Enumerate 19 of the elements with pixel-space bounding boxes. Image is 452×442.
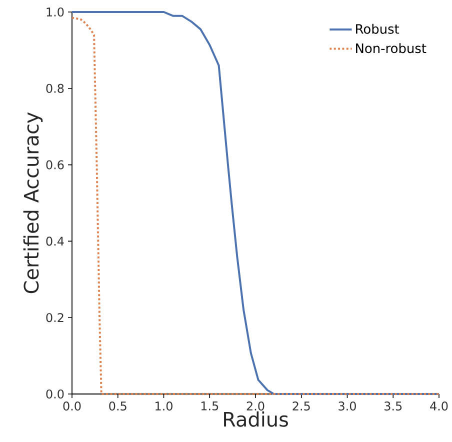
y-tick-label: 1.0 xyxy=(46,7,64,17)
y-tick-label: 0.8 xyxy=(46,84,64,93)
x-tick-label: 3.5 xyxy=(384,402,402,411)
y-tick-label: 0.0 xyxy=(46,389,64,399)
legend-label: Non-robust xyxy=(356,43,426,54)
y-tick-label: 0.2 xyxy=(46,313,64,322)
y-axis-title: Certified Accuracy xyxy=(23,112,43,294)
legend-label: Robust xyxy=(356,24,400,34)
y-tick-label: 0.4 xyxy=(46,236,64,246)
x-tick-label: 4.0 xyxy=(430,402,448,411)
x-tick-label: 2.5 xyxy=(292,402,310,411)
x-tick-label: 2.0 xyxy=(246,402,264,411)
x-tick-label: 1.5 xyxy=(201,402,218,410)
x-tick-label: 0.5 xyxy=(109,402,126,411)
x-tick-label: 0.0 xyxy=(63,402,81,411)
y-tick-label: 0.6 xyxy=(46,160,64,170)
x-tick-label: 1.0 xyxy=(156,402,172,411)
x-axis-title: Radius xyxy=(224,411,288,427)
x-tick-label: 3.0 xyxy=(338,402,356,411)
